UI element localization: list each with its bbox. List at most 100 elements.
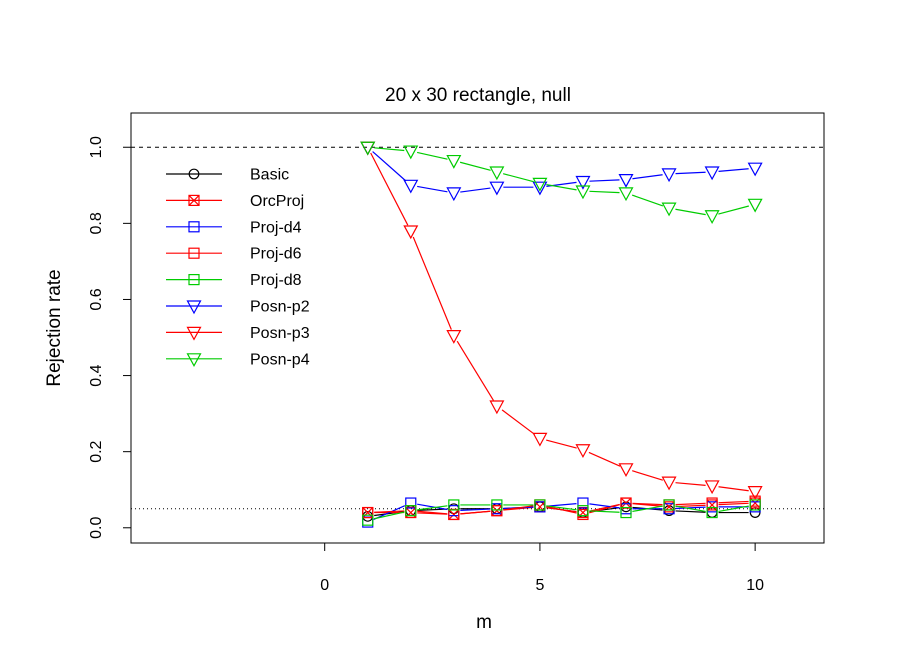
legend-marker xyxy=(186,326,202,341)
series-line-segment xyxy=(675,510,706,513)
reference-lines xyxy=(131,146,824,510)
data-point xyxy=(403,179,419,194)
data-point xyxy=(661,168,677,183)
data-point xyxy=(663,499,675,511)
series-line-segment xyxy=(412,236,452,330)
data-point xyxy=(489,181,505,196)
data-point xyxy=(446,330,462,344)
series-line-segment xyxy=(417,508,448,511)
data-point xyxy=(618,187,634,202)
legend-marker xyxy=(186,300,202,315)
series-line-segment xyxy=(718,168,749,173)
data-point xyxy=(532,177,548,192)
data-point xyxy=(618,173,634,188)
legend-label: Proj-d8 xyxy=(250,272,302,289)
legend-item: Posn-p2 xyxy=(166,299,310,316)
data-point xyxy=(704,210,720,225)
series-line-segment xyxy=(589,179,620,182)
y-tick-label: 0.6 xyxy=(88,288,105,310)
series-line-segment xyxy=(374,147,405,152)
series-line-segment xyxy=(718,505,749,513)
series-line-segment xyxy=(718,486,749,492)
series-line-segment xyxy=(417,503,448,511)
data-point xyxy=(403,225,419,240)
data-point xyxy=(661,476,677,491)
series-line-segment xyxy=(459,161,491,171)
series-line-segment xyxy=(460,510,491,515)
legend: Basic OrcProj Proj-d4 Proj-d6 Proj-d8 Posn-p2… xyxy=(166,167,310,368)
series-line-segment xyxy=(546,439,577,449)
data-point xyxy=(706,506,718,519)
series-line-segment xyxy=(718,205,750,215)
data-point xyxy=(362,514,374,526)
series-line-segment xyxy=(675,171,706,175)
legend-item: Proj-d8 xyxy=(166,272,302,289)
x-axis-label: m xyxy=(476,612,492,633)
data-point xyxy=(706,507,718,518)
data-point xyxy=(575,185,591,200)
legend-marker xyxy=(188,194,200,206)
series-posn-p3 xyxy=(360,141,763,500)
data-point xyxy=(620,506,632,519)
series-line-segment xyxy=(416,151,448,160)
series-line-segment xyxy=(502,173,534,183)
legend-label: Posn-p3 xyxy=(250,325,310,342)
data-point xyxy=(749,499,761,511)
data-point xyxy=(575,444,591,459)
series-line-segment xyxy=(546,183,577,191)
series-line-segment xyxy=(588,451,621,467)
data-point xyxy=(491,499,503,511)
data-point-cross xyxy=(362,507,374,518)
data-point xyxy=(489,400,505,415)
data-point xyxy=(360,141,376,156)
series-layer xyxy=(360,141,763,528)
data-point-cross xyxy=(448,509,460,520)
series-line-segment xyxy=(632,174,663,180)
legend-marker xyxy=(186,353,202,368)
data-point xyxy=(446,154,462,169)
series-line-segment xyxy=(675,502,706,506)
data-point xyxy=(620,503,632,515)
legend-label: Proj-d6 xyxy=(250,246,302,263)
series-line-segment xyxy=(372,151,407,182)
data-point xyxy=(405,505,417,517)
series-posn-p2 xyxy=(360,141,763,202)
y-tick-label: 0.0 xyxy=(88,517,105,539)
series-line-segment xyxy=(718,500,749,504)
series-posn-p4 xyxy=(360,141,763,225)
data-point-cross xyxy=(620,497,632,509)
x-tick-label: 5 xyxy=(535,577,544,594)
data-point xyxy=(448,499,460,511)
legend-item: Basic xyxy=(166,167,289,184)
series-line-segment xyxy=(546,505,577,511)
data-point xyxy=(661,202,677,217)
legend-label: Proj-d4 xyxy=(250,219,302,236)
series-line-segment xyxy=(675,506,706,510)
x-tick-label: 10 xyxy=(746,577,764,594)
data-point xyxy=(534,499,546,511)
series-line-segment xyxy=(675,208,706,216)
data-point xyxy=(403,145,419,160)
data-point xyxy=(405,497,417,509)
series-line-segment xyxy=(501,409,536,435)
legend-marker-cross xyxy=(188,194,200,206)
chart-title: 20 x 30 rectangle, null xyxy=(385,85,571,106)
data-point xyxy=(704,480,720,495)
legend-marker xyxy=(188,168,200,180)
data-point xyxy=(577,505,589,517)
data-point xyxy=(575,175,591,190)
series-line-segment xyxy=(589,503,620,509)
series-line-segment xyxy=(675,504,706,508)
series-line-segment xyxy=(718,502,749,506)
data-point xyxy=(532,432,548,447)
legend-marker xyxy=(188,221,200,233)
legend-label: Posn-p2 xyxy=(250,299,310,316)
legend-item: Posn-p3 xyxy=(166,325,310,342)
series-line-segment xyxy=(675,505,706,513)
data-point xyxy=(491,505,503,517)
series-line-segment xyxy=(675,482,706,486)
data-point xyxy=(747,162,763,177)
legend-item: Proj-d6 xyxy=(166,246,302,263)
series-line-segment xyxy=(373,511,405,520)
